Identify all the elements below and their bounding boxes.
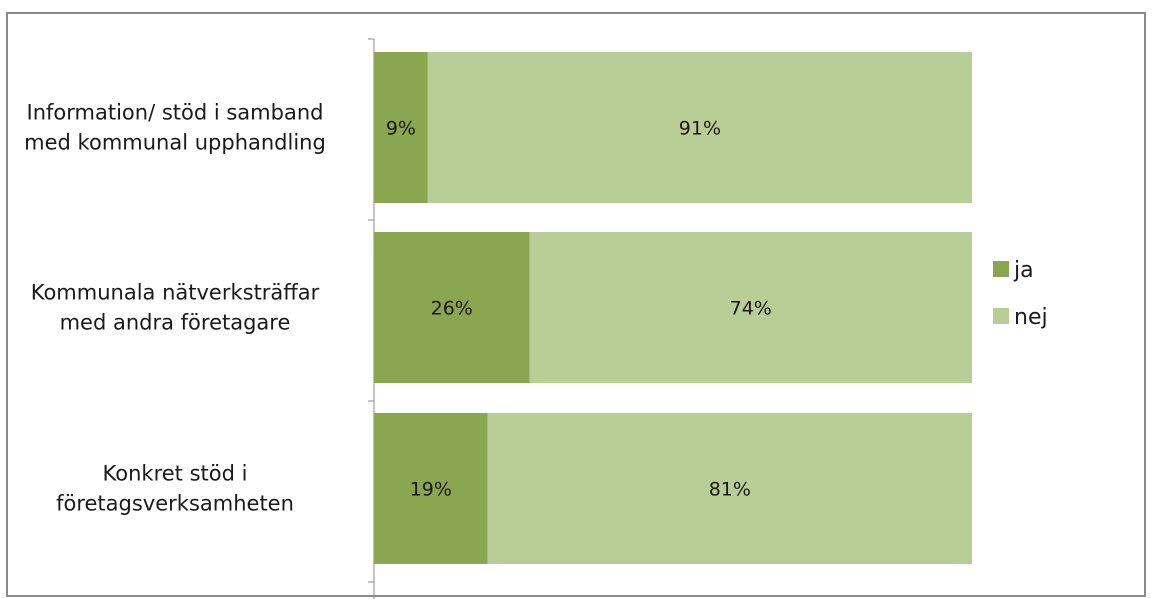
data-label-nej-1: 91% [679, 118, 721, 140]
data-label-ja-1: 9% [386, 118, 416, 140]
bar-nej-3 [487, 413, 972, 564]
bar-ja-3 [374, 413, 488, 564]
category-label: Kommunala nätverksträffar med andra föret… [31, 281, 320, 335]
bar-nej-2 [529, 232, 972, 383]
data-label-nej-3: 81% [709, 479, 751, 501]
data-labels: 9% 91% 26% 74% 19% 81% [386, 118, 772, 501]
legend: ja nej [993, 258, 1048, 330]
data-label-ja-2: 26% [431, 298, 473, 320]
category-labels: Information/ stöd i samband med kommunal … [24, 101, 326, 516]
bar-nej-1 [427, 52, 972, 203]
category-label: Information/ stöd i samband med kommunal … [24, 101, 326, 155]
data-label-nej-2: 74% [730, 298, 772, 320]
legend-swatch-ja [993, 261, 1009, 277]
bar-chart: Information/ stöd i samband med kommunal … [24, 38, 1048, 599]
bar-ja-1 [374, 52, 428, 203]
data-label-ja-3: 19% [410, 479, 452, 501]
bar-ja-2 [374, 232, 530, 383]
chart-frame: Information/ stöd i samband med kommunal … [6, 12, 1146, 599]
category-label: Konkret stöd i företagsverksamheten [56, 462, 294, 516]
legend-swatch-nej [993, 308, 1009, 324]
legend-label-ja: ja [1013, 258, 1034, 283]
legend-label-nej: nej [1014, 305, 1048, 330]
bars [374, 52, 972, 564]
